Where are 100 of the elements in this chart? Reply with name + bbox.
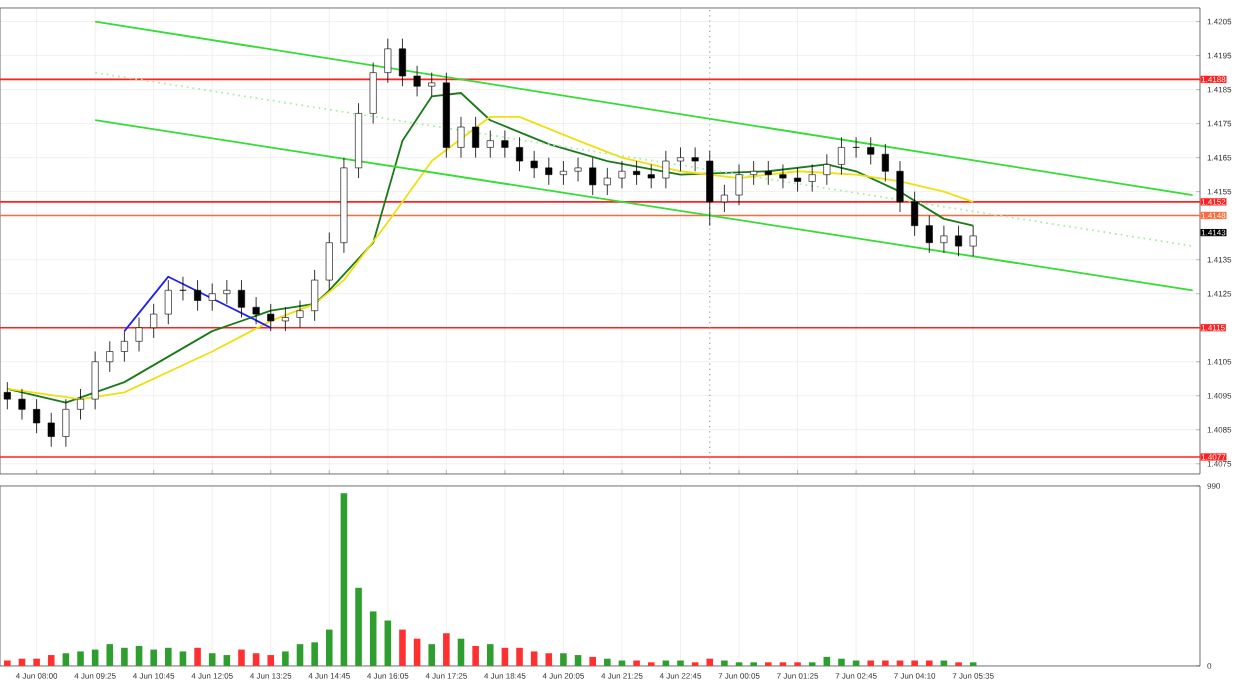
candlestick (881, 143, 889, 182)
candlestick (91, 351, 99, 410)
candlestick (223, 279, 231, 305)
bar (604, 658, 611, 666)
candlestick (208, 283, 216, 312)
bar (252, 653, 260, 666)
bar (296, 644, 304, 666)
bar (472, 645, 479, 666)
candlestick (501, 130, 509, 159)
bar (106, 644, 114, 666)
bar (457, 638, 465, 666)
candlestick (76, 388, 85, 420)
bar (194, 647, 201, 666)
candlestick (647, 164, 655, 189)
bar (925, 660, 933, 666)
bar (443, 633, 450, 666)
candlestick (750, 160, 758, 186)
candlestick (472, 116, 480, 159)
candlestick (281, 306, 289, 332)
bar (530, 651, 538, 666)
candlestick (940, 225, 948, 254)
bar (823, 656, 831, 666)
bar (560, 653, 567, 666)
bar (589, 656, 596, 666)
candlestick (252, 296, 260, 325)
bar (165, 647, 172, 666)
candlestick (47, 412, 55, 448)
bar (282, 651, 289, 666)
bar (721, 660, 728, 666)
bar (121, 647, 128, 666)
candlestick (794, 167, 802, 193)
bar (135, 645, 143, 666)
candlestick (296, 300, 304, 329)
candlestick (633, 160, 641, 186)
candlestick (911, 191, 919, 237)
candlestick (808, 164, 816, 193)
candlestick (676, 147, 685, 172)
bar (399, 629, 406, 666)
bar (838, 658, 845, 666)
candlestick (457, 116, 465, 159)
candlestick (267, 303, 275, 332)
bar (47, 655, 55, 666)
candlestick (33, 398, 41, 434)
candlestick (662, 150, 670, 189)
candlestick (384, 38, 392, 84)
bar (77, 651, 84, 666)
candlestick (516, 136, 524, 172)
candlestick (135, 317, 143, 352)
bar (62, 653, 70, 666)
bar (867, 660, 875, 666)
bar (911, 660, 918, 666)
candlestick (62, 398, 70, 448)
candlestick (325, 232, 333, 291)
candlestick (823, 153, 831, 186)
candlestick (545, 157, 553, 186)
candlestick (3, 381, 11, 410)
bar (238, 649, 245, 666)
candlestick (691, 147, 699, 172)
candlestick (106, 340, 114, 373)
bar (325, 629, 333, 666)
bar (340, 493, 348, 666)
bar (267, 655, 275, 666)
bar (369, 611, 377, 666)
candlestick (603, 167, 611, 196)
bar (33, 658, 40, 666)
candlestick (764, 160, 772, 186)
candlestick (413, 65, 421, 97)
bar (223, 655, 231, 666)
bar (355, 587, 362, 666)
bar (545, 653, 553, 666)
candlestick (735, 164, 743, 206)
bar (208, 653, 216, 666)
candlestick (311, 269, 319, 322)
bar (311, 642, 318, 666)
candlestick (486, 130, 494, 159)
bar (633, 660, 640, 666)
candlestick (120, 330, 128, 363)
candlestick (618, 160, 626, 189)
bar (428, 644, 436, 666)
candlestick (530, 150, 538, 179)
candlestick (574, 157, 582, 182)
bar (706, 658, 714, 666)
bar (882, 660, 889, 666)
candlestick (589, 157, 597, 196)
candlestick (867, 136, 875, 165)
candlestick (955, 225, 963, 257)
candlestick (237, 279, 245, 318)
candlestick (779, 164, 787, 189)
candlestick (720, 184, 728, 213)
candlestick (369, 62, 377, 125)
bar (501, 647, 509, 666)
candlestick (428, 72, 436, 97)
candlestick (559, 160, 567, 186)
bar (413, 638, 421, 666)
candlestick (706, 150, 714, 227)
bar (677, 660, 684, 666)
candlestick (925, 215, 933, 254)
candlestick (398, 38, 406, 87)
candlestick (837, 136, 845, 176)
bar (384, 620, 392, 666)
